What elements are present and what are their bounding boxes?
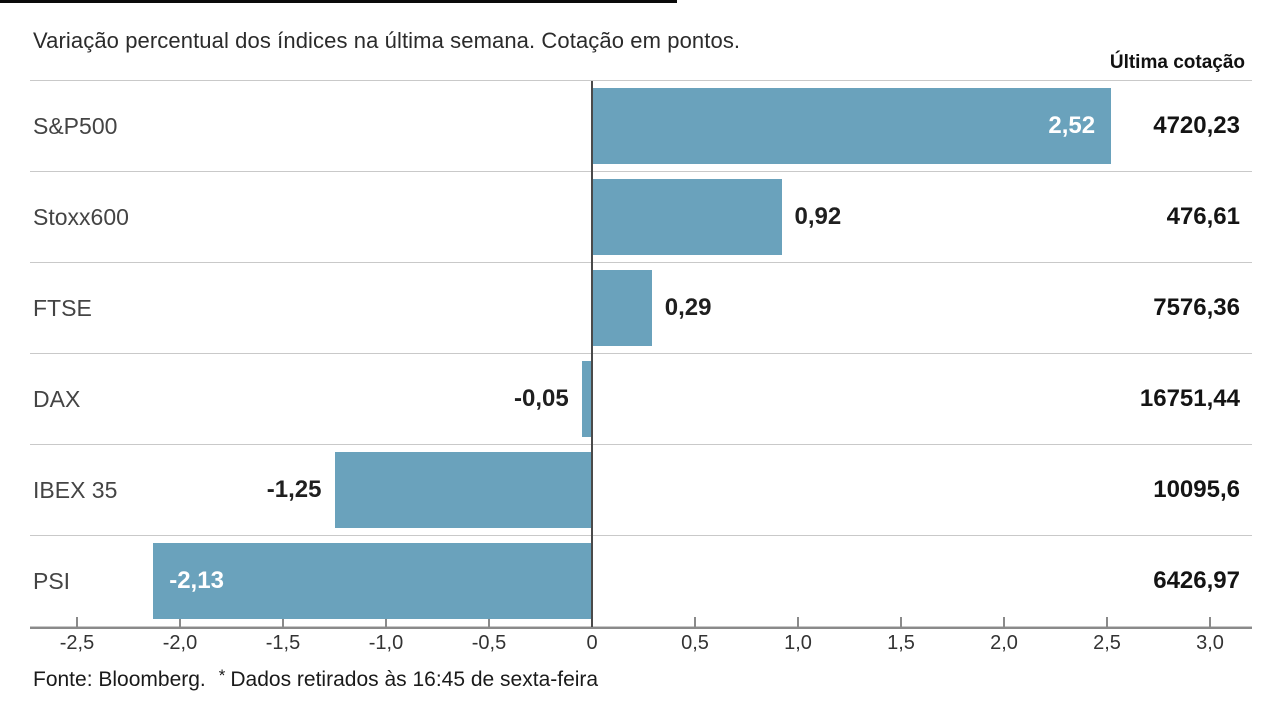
source-text: Fonte: Bloomberg. (33, 668, 206, 691)
bar (153, 543, 592, 619)
variation-label: -1,25 (266, 476, 322, 503)
axis-tick-label: -2,0 (162, 632, 198, 654)
chart-row-ibex35: IBEX 35 -1,25 10095,6 (30, 445, 1252, 536)
zero-axis-line (591, 81, 593, 627)
axis-tick-label: 3,0 (1196, 632, 1224, 654)
axis-tick (179, 617, 181, 627)
x-axis-tick-labels: -2,5 -2,0 -1,5 -1,0 -0,5 0 0,5 1,0 1,5 2,0 2,5 3,0 (30, 632, 1252, 660)
column-header-ultima-cotacao: Última cotação (1109, 52, 1245, 73)
footnote-text: Dados retirados às 16:45 de sexta-feira (230, 668, 599, 691)
axis-tick-label: 1,5 (887, 632, 915, 654)
variation-label: -0,05 (514, 385, 569, 412)
chart-row-dax: DAX -0,05 16751,44 (30, 354, 1252, 445)
axis-tick (1106, 617, 1108, 627)
top-rule (0, 0, 677, 3)
variation-label: 0,29 (664, 294, 712, 321)
axis-tick-label: -2,5 (59, 632, 95, 654)
axis-tick-label: 2,5 (1093, 632, 1121, 654)
quote-value: 476,61 (1166, 203, 1240, 230)
variation-label: -2,13 (169, 567, 224, 594)
quote-value: 16751,44 (1139, 385, 1240, 412)
variation-label: 0,92 (794, 203, 842, 230)
axis-tick (76, 617, 78, 627)
quote-value: 4720,23 (1153, 112, 1240, 139)
axis-tick (900, 617, 902, 627)
axis-tick (385, 617, 387, 627)
chart-row-ftse: FTSE 0,29 7576,36 (30, 263, 1252, 354)
row-label: Stoxx600 (33, 204, 129, 230)
axis-tick-label: -1,0 (368, 632, 404, 654)
row-label: FTSE (33, 295, 92, 321)
chart-row-sp500: S&P500 2,52 4720,23 (30, 81, 1252, 172)
quote-value: 10095,6 (1153, 476, 1240, 503)
axis-tick-label: 2,0 (990, 632, 1018, 654)
axis-tick-label: -1,5 (265, 632, 301, 654)
chart-title: Variação percentual dos índices na últim… (33, 28, 741, 53)
axis-tick (488, 617, 490, 627)
bar-chart: S&P500 2,52 4720,23 Stoxx600 0,92 476,61… (30, 80, 1252, 629)
axis-tick (1003, 617, 1005, 627)
bar (592, 179, 782, 255)
row-label: S&P500 (33, 113, 118, 139)
axis-tick-label: 0 (586, 632, 598, 654)
footer: Fonte: Bloomberg. * Dados retirados às 16:… (33, 666, 599, 692)
axis-tick (1209, 617, 1211, 627)
quote-value: 6426,97 (1153, 567, 1240, 594)
row-label: IBEX 35 (33, 477, 118, 503)
bar (334, 452, 592, 528)
bar (581, 361, 592, 437)
axis-tick-label: 1,0 (784, 632, 812, 654)
row-label: DAX (33, 386, 81, 412)
quote-value: 7576,36 (1153, 294, 1240, 321)
chart-row-stoxx600: Stoxx600 0,92 476,61 (30, 172, 1252, 263)
axis-tick (282, 617, 284, 627)
axis-tick-label: -0,5 (471, 632, 507, 654)
axis-tick (694, 617, 696, 627)
footnote-asterisk: * (218, 666, 226, 685)
axis-tick (797, 617, 799, 627)
axis-tick-label: 0,5 (681, 632, 709, 654)
variation-label: 2,52 (1048, 112, 1096, 139)
chart-row-psi: PSI -2,13 6426,97 (30, 536, 1252, 627)
bar (592, 88, 1112, 164)
bar (592, 270, 652, 346)
row-label: PSI (33, 568, 71, 594)
